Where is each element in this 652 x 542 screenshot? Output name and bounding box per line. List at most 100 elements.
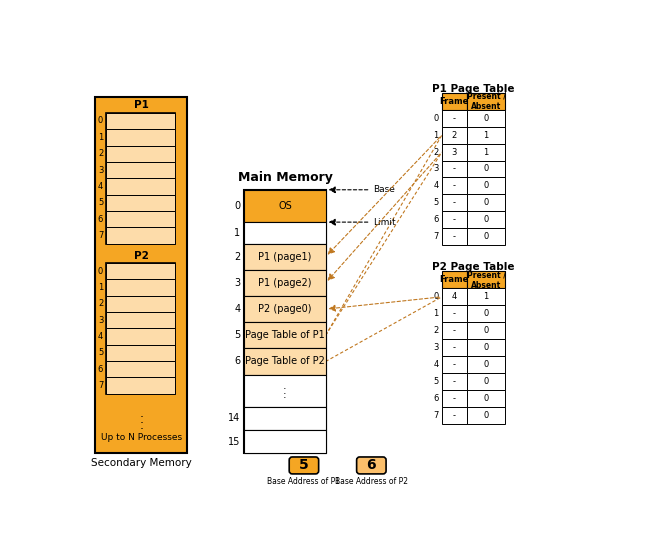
FancyBboxPatch shape bbox=[467, 407, 505, 424]
Text: 5: 5 bbox=[434, 377, 439, 386]
Text: .: . bbox=[139, 419, 143, 432]
FancyBboxPatch shape bbox=[244, 407, 325, 430]
Text: 0: 0 bbox=[98, 267, 103, 276]
Text: 4: 4 bbox=[434, 360, 439, 369]
Text: -: - bbox=[452, 114, 456, 122]
FancyBboxPatch shape bbox=[442, 407, 467, 424]
Text: 1: 1 bbox=[483, 147, 489, 157]
Text: 4: 4 bbox=[434, 182, 439, 190]
FancyBboxPatch shape bbox=[244, 349, 325, 375]
FancyBboxPatch shape bbox=[467, 390, 505, 407]
Text: Up to N Processes: Up to N Processes bbox=[100, 433, 182, 442]
FancyBboxPatch shape bbox=[106, 328, 175, 345]
Text: 2: 2 bbox=[434, 326, 439, 335]
FancyBboxPatch shape bbox=[442, 288, 467, 305]
FancyBboxPatch shape bbox=[467, 322, 505, 339]
FancyBboxPatch shape bbox=[244, 375, 325, 407]
Text: P2: P2 bbox=[134, 250, 149, 261]
Text: -: - bbox=[452, 343, 456, 352]
Text: 6: 6 bbox=[98, 215, 103, 224]
Text: OS: OS bbox=[278, 201, 292, 211]
FancyBboxPatch shape bbox=[442, 373, 467, 390]
Text: -: - bbox=[452, 360, 456, 369]
FancyBboxPatch shape bbox=[442, 339, 467, 356]
Text: .: . bbox=[139, 413, 143, 425]
Text: .: . bbox=[283, 386, 287, 396]
FancyBboxPatch shape bbox=[244, 222, 325, 244]
Text: 4: 4 bbox=[98, 182, 103, 191]
Text: 6: 6 bbox=[98, 365, 103, 374]
Text: 7: 7 bbox=[98, 231, 103, 240]
FancyBboxPatch shape bbox=[442, 211, 467, 228]
FancyBboxPatch shape bbox=[467, 288, 505, 305]
Text: 1: 1 bbox=[434, 131, 439, 140]
Text: 3: 3 bbox=[434, 343, 439, 352]
FancyBboxPatch shape bbox=[442, 228, 467, 245]
Text: 4: 4 bbox=[234, 304, 241, 314]
Text: .: . bbox=[283, 390, 287, 401]
Text: 5: 5 bbox=[98, 198, 103, 207]
Text: 0: 0 bbox=[234, 201, 241, 211]
FancyBboxPatch shape bbox=[106, 312, 175, 328]
Text: 1: 1 bbox=[98, 133, 103, 142]
FancyBboxPatch shape bbox=[106, 295, 175, 312]
Text: 0: 0 bbox=[483, 411, 489, 420]
FancyBboxPatch shape bbox=[467, 127, 505, 144]
Text: 0: 0 bbox=[483, 182, 489, 190]
FancyBboxPatch shape bbox=[244, 190, 325, 222]
FancyBboxPatch shape bbox=[244, 430, 325, 453]
Text: -: - bbox=[452, 182, 456, 190]
Text: 7: 7 bbox=[98, 381, 103, 390]
FancyBboxPatch shape bbox=[442, 160, 467, 177]
FancyBboxPatch shape bbox=[106, 361, 175, 377]
Text: 0: 0 bbox=[483, 360, 489, 369]
Text: Main Memory: Main Memory bbox=[237, 171, 333, 184]
Text: Base Address of P1: Base Address of P1 bbox=[267, 477, 340, 486]
FancyBboxPatch shape bbox=[106, 345, 175, 361]
Text: 0: 0 bbox=[483, 326, 489, 335]
FancyBboxPatch shape bbox=[467, 339, 505, 356]
FancyBboxPatch shape bbox=[106, 263, 175, 394]
Text: 4: 4 bbox=[98, 332, 103, 341]
Text: -: - bbox=[452, 394, 456, 403]
Text: 14: 14 bbox=[228, 414, 241, 423]
FancyBboxPatch shape bbox=[467, 272, 505, 288]
Text: 0: 0 bbox=[434, 114, 439, 122]
Text: 15: 15 bbox=[228, 436, 241, 447]
FancyBboxPatch shape bbox=[106, 377, 175, 394]
Text: Frame: Frame bbox=[439, 96, 469, 106]
FancyBboxPatch shape bbox=[467, 305, 505, 322]
Text: -: - bbox=[452, 233, 456, 241]
FancyBboxPatch shape bbox=[467, 356, 505, 373]
FancyBboxPatch shape bbox=[106, 211, 175, 227]
FancyBboxPatch shape bbox=[442, 93, 467, 109]
Text: 0: 0 bbox=[483, 198, 489, 208]
Text: 1: 1 bbox=[98, 283, 103, 292]
Text: P1: P1 bbox=[134, 100, 149, 111]
Text: 5: 5 bbox=[434, 198, 439, 208]
Text: P1 (page1): P1 (page1) bbox=[258, 252, 312, 262]
Text: 0: 0 bbox=[434, 292, 439, 301]
Text: 6: 6 bbox=[434, 394, 439, 403]
FancyBboxPatch shape bbox=[467, 160, 505, 177]
Text: Limit: Limit bbox=[373, 218, 396, 227]
Text: 0: 0 bbox=[483, 377, 489, 386]
Text: -: - bbox=[452, 164, 456, 173]
Text: Base Address of P2: Base Address of P2 bbox=[335, 477, 408, 486]
Text: 0: 0 bbox=[483, 343, 489, 352]
Text: 0: 0 bbox=[483, 309, 489, 318]
Text: -: - bbox=[452, 198, 456, 208]
FancyBboxPatch shape bbox=[106, 145, 175, 162]
Text: P2 (page0): P2 (page0) bbox=[258, 304, 312, 314]
Text: .: . bbox=[283, 381, 287, 391]
Text: 2: 2 bbox=[434, 147, 439, 157]
FancyBboxPatch shape bbox=[244, 296, 325, 322]
Text: Page Table of P2: Page Table of P2 bbox=[245, 357, 325, 366]
Text: Frame: Frame bbox=[439, 275, 469, 285]
FancyBboxPatch shape bbox=[467, 109, 505, 127]
Text: -: - bbox=[452, 309, 456, 318]
Text: 2: 2 bbox=[98, 149, 103, 158]
FancyBboxPatch shape bbox=[442, 272, 467, 288]
Text: 6: 6 bbox=[234, 357, 241, 366]
FancyBboxPatch shape bbox=[442, 109, 467, 127]
